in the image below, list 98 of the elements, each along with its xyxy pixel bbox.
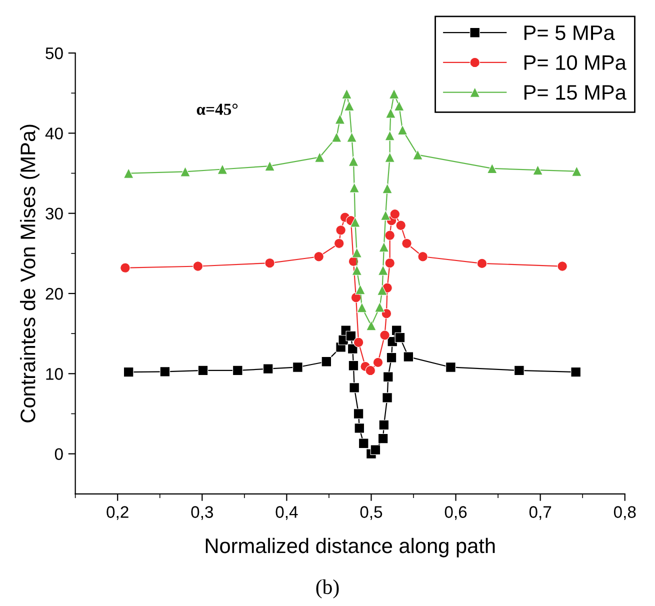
point — [394, 100, 404, 112]
point — [386, 352, 397, 363]
point — [402, 238, 412, 249]
point — [334, 238, 344, 249]
point — [380, 330, 390, 340]
point — [381, 308, 392, 319]
point — [382, 183, 392, 194]
point — [348, 156, 359, 166]
point — [353, 337, 364, 348]
point — [366, 320, 376, 331]
point — [348, 360, 359, 371]
annotation: α=45° — [196, 104, 238, 115]
point — [314, 152, 325, 162]
point — [384, 152, 395, 162]
point — [412, 150, 423, 160]
point — [180, 166, 190, 177]
point — [356, 302, 368, 313]
point — [386, 108, 396, 118]
point — [378, 242, 390, 252]
legend-label: P= 15 MPa — [524, 85, 626, 100]
x-tick-label: 0,2 — [106, 506, 128, 520]
point — [160, 366, 170, 377]
point — [476, 258, 488, 269]
point — [572, 166, 582, 176]
point — [346, 330, 356, 342]
point — [390, 209, 400, 220]
point — [532, 164, 543, 176]
y-axis-title: Contraintes de Von Mises (MPa) — [20, 124, 40, 422]
y-tick-label: 50 — [46, 47, 63, 60]
text: (b) — [316, 579, 339, 598]
point — [378, 433, 388, 444]
point — [344, 100, 354, 112]
point — [336, 225, 346, 236]
point — [384, 130, 395, 141]
point — [354, 423, 365, 434]
point — [358, 438, 369, 449]
point — [349, 382, 360, 393]
x-axis-title: Normalized distance along path — [206, 538, 495, 558]
point — [262, 364, 274, 374]
point — [403, 352, 414, 362]
point — [570, 366, 581, 378]
point — [557, 261, 568, 272]
point — [378, 420, 390, 430]
y-tick-label: 10 — [46, 368, 63, 380]
point — [346, 132, 357, 142]
point — [446, 362, 456, 372]
point — [374, 302, 385, 312]
point — [370, 444, 381, 455]
point — [365, 365, 376, 376]
point — [380, 210, 391, 220]
point — [321, 356, 332, 367]
x-tick-label: 0,6 — [444, 506, 467, 520]
point — [352, 265, 362, 276]
point — [396, 220, 406, 231]
point — [232, 365, 243, 376]
y-tick-label: 0 — [54, 448, 63, 460]
x-tick-label: 0,3 — [191, 506, 213, 520]
point — [384, 230, 395, 241]
point — [264, 160, 275, 172]
x-tick-label: 0,4 — [276, 506, 298, 520]
point — [123, 366, 134, 378]
point — [514, 365, 524, 376]
point — [331, 132, 342, 142]
point — [198, 365, 208, 376]
x-tick-label: 0,5 — [360, 506, 382, 520]
point — [388, 88, 400, 100]
point — [314, 251, 324, 262]
point — [347, 344, 358, 354]
point — [394, 332, 406, 343]
y-tick-label: 20 — [46, 288, 63, 300]
point — [353, 408, 364, 419]
point — [192, 261, 204, 272]
point — [120, 262, 130, 273]
point — [264, 258, 275, 268]
point — [377, 285, 388, 296]
x-tick-label: 0,8 — [614, 506, 636, 520]
point — [397, 124, 408, 136]
point — [217, 164, 228, 174]
point — [352, 247, 362, 258]
point — [378, 265, 388, 276]
legend-label: P= 5 MPa — [524, 26, 615, 40]
point — [372, 357, 384, 368]
point — [292, 362, 303, 372]
point — [350, 217, 360, 228]
point — [382, 392, 392, 403]
point — [486, 163, 498, 174]
point — [342, 88, 352, 100]
point — [418, 251, 428, 262]
point — [334, 114, 346, 124]
legend-label: P= 10 MPa — [524, 55, 626, 70]
y-tick-label: 30 — [46, 208, 63, 220]
point — [349, 182, 360, 193]
x-tick-label: 0,7 — [529, 506, 552, 520]
point — [384, 258, 395, 268]
point — [123, 168, 134, 178]
point — [355, 284, 366, 295]
y-tick-label: 40 — [45, 128, 63, 140]
point — [383, 372, 394, 382]
